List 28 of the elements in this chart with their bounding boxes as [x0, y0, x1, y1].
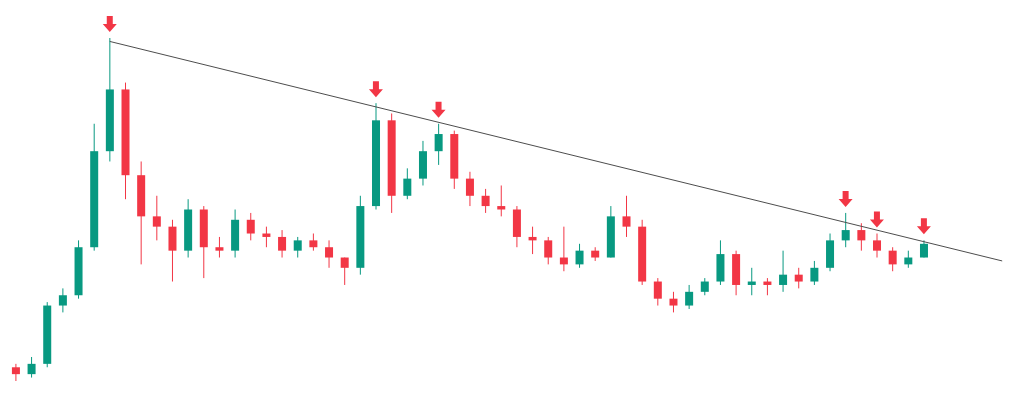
candlestick: [685, 284, 694, 310]
candlestick: [888, 246, 897, 272]
candlestick: [779, 250, 788, 293]
candlestick: [58, 287, 67, 313]
candlestick: [215, 236, 224, 259]
candlestick: [340, 257, 349, 286]
candlestick: [794, 267, 803, 289]
candlestick: [11, 363, 20, 381]
candlestick: [403, 167, 412, 200]
candlestick: [622, 195, 631, 238]
candlestick: [841, 212, 850, 248]
candlestick: [653, 277, 662, 307]
candlestick: [575, 243, 584, 269]
candlestick: [434, 123, 443, 166]
candlestick: [246, 212, 255, 241]
candlestick: [465, 171, 474, 207]
candlestick: [27, 356, 36, 379]
candlestick: [278, 229, 287, 259]
candlestick: [810, 260, 819, 286]
candlestick: [152, 195, 161, 241]
candlestick: [873, 233, 882, 259]
candlestick: [325, 239, 334, 269]
candlestick: [497, 184, 506, 217]
candlestick: [293, 236, 302, 259]
candlestick: [544, 236, 553, 265]
candlestick: [857, 222, 866, 252]
candlestick: [481, 188, 490, 214]
candlestick: [669, 291, 678, 313]
